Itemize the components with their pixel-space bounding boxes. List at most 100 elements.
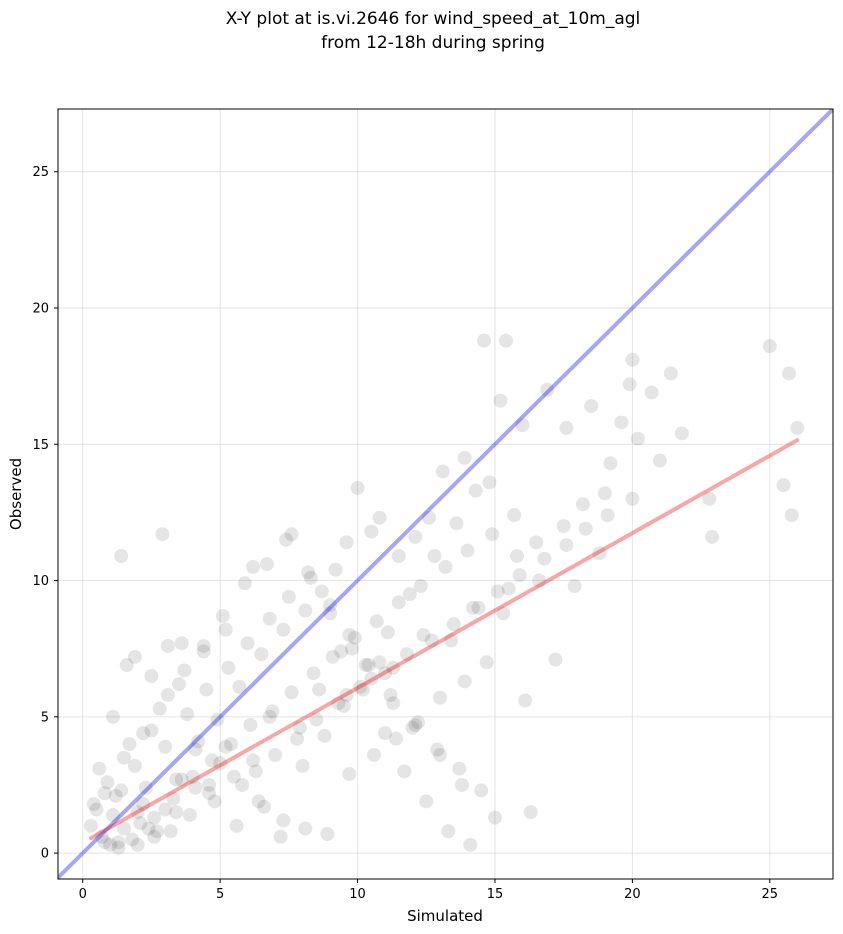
data-point [196, 638, 211, 653]
grid [58, 109, 833, 879]
y-tick-label: 20 [32, 301, 49, 316]
data-point [433, 747, 448, 762]
data-point [625, 491, 640, 506]
data-point [413, 578, 428, 593]
data-point [364, 524, 379, 539]
data-point [199, 682, 214, 697]
reference-lines [58, 109, 833, 879]
data-point [83, 818, 98, 833]
data-point [251, 794, 266, 809]
data-point [501, 581, 516, 596]
data-point [559, 538, 574, 553]
data-point [257, 799, 272, 814]
data-point [663, 366, 678, 381]
data-point [419, 794, 434, 809]
data-point [114, 783, 129, 798]
data-point [446, 617, 461, 632]
data-point [149, 824, 164, 839]
data-point [339, 535, 354, 550]
data-point [92, 761, 107, 776]
data-point [259, 557, 274, 572]
data-point [105, 807, 120, 822]
axis-ticks: 0 5 10 15 20 25 0 5 10 15 20 25 [32, 165, 778, 902]
data-point [485, 527, 500, 542]
data-point [235, 777, 250, 792]
data-point [482, 475, 497, 490]
data-point [493, 393, 508, 408]
identity-line [58, 109, 833, 879]
data-point [254, 647, 269, 662]
data-point [86, 797, 101, 812]
data-point [449, 516, 464, 531]
data-point [790, 420, 805, 435]
data-point [367, 747, 382, 762]
y-axis-label: Observed [7, 458, 25, 530]
data-point [515, 418, 530, 433]
data-point [438, 559, 453, 574]
data-point [281, 589, 296, 604]
data-point [400, 647, 415, 662]
data-point [323, 598, 338, 613]
data-point [776, 478, 791, 493]
data-point [202, 777, 217, 792]
data-point [378, 666, 393, 681]
data-point [358, 658, 373, 673]
data-point [127, 649, 142, 664]
data-point [397, 764, 412, 779]
data-point [218, 622, 233, 637]
data-point [298, 821, 313, 836]
data-point [246, 559, 261, 574]
data-point [452, 761, 467, 776]
data-point [361, 658, 376, 673]
x-tick-label: 15 [487, 887, 504, 902]
data-point [301, 565, 316, 580]
chart-title-line-1: X-Y plot at is.vi.2646 for wind_speed_at… [226, 9, 641, 29]
data-point [427, 549, 442, 564]
data-point [97, 835, 112, 850]
data-point [460, 543, 475, 558]
data-point [152, 701, 167, 716]
data-point [276, 622, 291, 637]
data-point [240, 636, 255, 651]
data-point [474, 783, 489, 798]
data-point [188, 742, 203, 757]
data-point [163, 824, 178, 839]
data-point [196, 644, 211, 659]
data-point [350, 480, 365, 495]
data-point [158, 739, 173, 754]
data-point [592, 546, 607, 561]
data-point [130, 805, 145, 820]
data-point [215, 608, 230, 623]
data-point [652, 453, 667, 468]
data-point [116, 750, 131, 765]
scatter-points [83, 333, 805, 855]
data-point [378, 726, 393, 741]
plot-area: 0 5 10 15 20 25 0 5 10 15 20 25 [32, 108, 834, 902]
data-point [177, 663, 192, 678]
data-point [548, 652, 563, 667]
data-point [130, 837, 145, 852]
data-point [119, 658, 134, 673]
data-point [705, 529, 720, 544]
data-point [188, 780, 203, 795]
data-point [224, 737, 239, 752]
data-point [468, 483, 483, 498]
data-point [262, 611, 277, 626]
data-point [356, 682, 371, 697]
data-point [386, 696, 401, 711]
data-point [94, 829, 109, 844]
data-point [405, 720, 420, 735]
y-tick-label: 10 [32, 574, 49, 589]
data-point [138, 780, 153, 795]
data-point [463, 837, 478, 852]
data-point [265, 704, 280, 719]
data-point [127, 758, 142, 773]
data-point [147, 810, 162, 825]
data-point [207, 794, 222, 809]
data-point [372, 510, 387, 525]
data-point [487, 810, 502, 825]
data-point [248, 764, 263, 779]
data-point [402, 587, 417, 602]
data-point [578, 521, 593, 536]
